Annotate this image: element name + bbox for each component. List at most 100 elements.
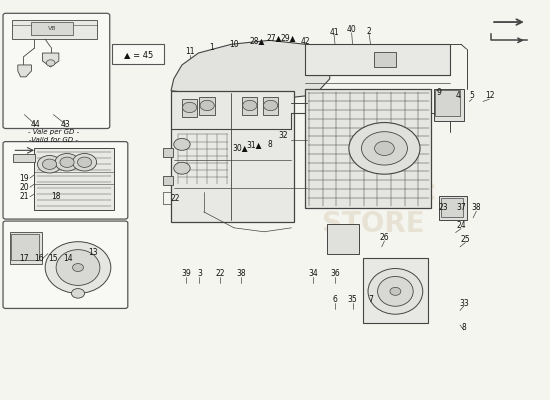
Text: 35: 35 <box>348 295 358 304</box>
Text: -Valid for GD -: -Valid for GD - <box>30 137 78 143</box>
Bar <box>439 196 466 220</box>
Text: 39: 39 <box>181 269 191 278</box>
Circle shape <box>375 141 394 156</box>
Circle shape <box>37 156 62 173</box>
Text: 29▲: 29▲ <box>281 34 296 42</box>
Text: 17: 17 <box>20 254 29 263</box>
Circle shape <box>72 288 85 298</box>
Text: 30▲: 30▲ <box>233 143 249 152</box>
Bar <box>263 97 278 114</box>
Text: 43: 43 <box>61 120 71 129</box>
Bar <box>11 234 38 260</box>
Text: 2: 2 <box>367 27 371 36</box>
Text: ▲ = 45: ▲ = 45 <box>124 50 153 59</box>
Polygon shape <box>171 40 329 100</box>
Bar <box>441 198 463 217</box>
Bar <box>31 22 73 35</box>
Circle shape <box>183 102 197 113</box>
Bar <box>373 52 397 67</box>
FancyBboxPatch shape <box>3 221 128 308</box>
Text: 8: 8 <box>267 140 272 149</box>
Text: 9: 9 <box>437 88 442 97</box>
Text: 20: 20 <box>20 183 29 192</box>
Text: 34: 34 <box>309 269 318 278</box>
Text: 21: 21 <box>20 192 29 201</box>
Bar <box>171 91 294 222</box>
Circle shape <box>200 100 214 111</box>
Text: 32: 32 <box>278 131 288 140</box>
Circle shape <box>361 132 408 165</box>
Circle shape <box>243 100 257 111</box>
Circle shape <box>60 157 74 168</box>
Bar <box>163 176 173 185</box>
Ellipse shape <box>368 268 423 314</box>
Bar <box>13 154 35 162</box>
Text: 10: 10 <box>229 40 239 49</box>
FancyBboxPatch shape <box>3 13 110 128</box>
Text: 18: 18 <box>51 192 61 201</box>
Polygon shape <box>305 44 450 75</box>
Text: 27▲: 27▲ <box>266 33 282 42</box>
Bar <box>200 97 215 114</box>
Bar <box>305 89 431 208</box>
Circle shape <box>263 100 278 111</box>
Bar <box>34 148 113 210</box>
Text: 31▲: 31▲ <box>246 140 262 149</box>
Polygon shape <box>42 53 59 67</box>
Text: 41: 41 <box>329 28 339 37</box>
Text: 22: 22 <box>170 194 180 202</box>
Text: 38: 38 <box>471 204 481 212</box>
Circle shape <box>349 122 420 174</box>
Text: 7: 7 <box>368 295 373 304</box>
Bar <box>163 148 173 157</box>
Bar <box>242 97 257 114</box>
Bar <box>434 89 464 120</box>
Text: 4: 4 <box>456 92 461 100</box>
FancyBboxPatch shape <box>112 44 164 64</box>
Text: 8: 8 <box>461 323 466 332</box>
Ellipse shape <box>56 250 100 286</box>
Text: 36: 36 <box>331 269 340 278</box>
Circle shape <box>174 138 190 150</box>
Text: 15: 15 <box>48 254 58 263</box>
Text: 25: 25 <box>460 235 470 244</box>
Circle shape <box>46 60 55 66</box>
Text: VB: VB <box>47 26 56 31</box>
Text: 40: 40 <box>346 26 356 34</box>
Circle shape <box>78 157 92 168</box>
Text: 38: 38 <box>236 269 246 278</box>
Bar <box>327 224 359 254</box>
Text: 37: 37 <box>456 204 466 212</box>
Ellipse shape <box>378 276 413 306</box>
Circle shape <box>390 287 401 295</box>
Text: 12: 12 <box>485 92 494 100</box>
Circle shape <box>55 154 79 171</box>
Text: 6: 6 <box>333 295 338 304</box>
FancyBboxPatch shape <box>3 142 128 219</box>
Bar <box>182 99 197 116</box>
Text: 26: 26 <box>379 233 389 242</box>
Text: autodoc
STORE: autodoc STORE <box>310 178 437 238</box>
Text: 28▲: 28▲ <box>250 36 265 45</box>
Bar <box>362 258 428 323</box>
Text: 16: 16 <box>34 254 43 263</box>
Text: 11: 11 <box>185 46 195 56</box>
Text: 42: 42 <box>300 37 310 46</box>
Text: 1: 1 <box>210 42 215 52</box>
Text: 24: 24 <box>456 221 466 230</box>
Bar <box>436 90 460 116</box>
Text: 13: 13 <box>89 248 98 257</box>
Polygon shape <box>18 65 31 77</box>
Text: 22: 22 <box>216 269 225 278</box>
Ellipse shape <box>45 242 111 293</box>
Text: 5: 5 <box>470 92 475 100</box>
Text: 33: 33 <box>459 299 469 308</box>
Text: 3: 3 <box>197 269 202 278</box>
Bar <box>9 232 42 264</box>
Text: 14: 14 <box>63 254 73 263</box>
Text: 44: 44 <box>30 120 40 129</box>
Circle shape <box>174 162 190 174</box>
Circle shape <box>73 154 97 171</box>
Circle shape <box>73 264 84 272</box>
Text: - Vale per GD -: - Vale per GD - <box>29 130 80 136</box>
